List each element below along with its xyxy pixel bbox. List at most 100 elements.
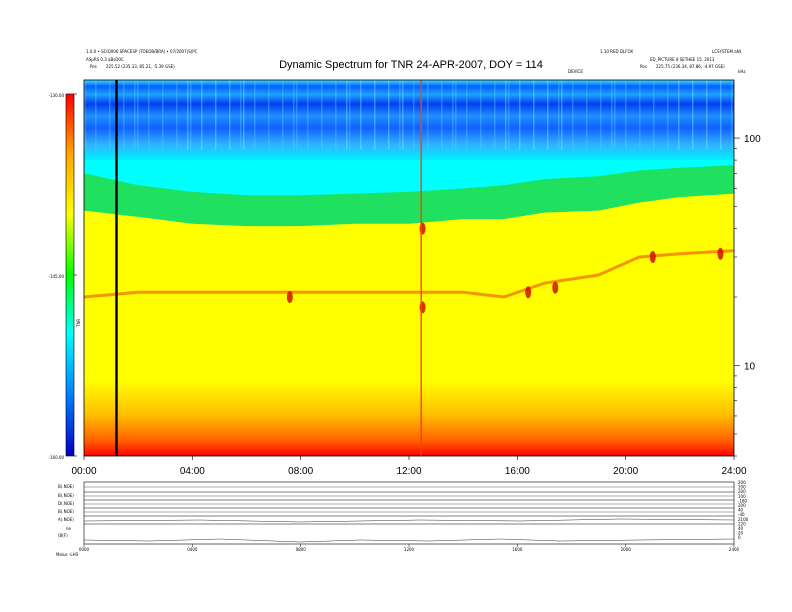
streak xyxy=(720,80,722,150)
streak xyxy=(349,80,351,150)
streak xyxy=(519,80,521,150)
streak xyxy=(653,80,655,150)
red-blob xyxy=(717,247,724,260)
streak xyxy=(388,80,390,150)
streak xyxy=(586,80,588,150)
red-blob xyxy=(286,291,293,304)
streak xyxy=(508,80,510,150)
streak xyxy=(187,80,189,150)
streak xyxy=(360,80,362,150)
header-info-line-1: 1.0.0 • SCIQ006 SPACESP (TOEOB/BRA) • 07… xyxy=(86,49,198,54)
high-frequency-streaks xyxy=(84,80,733,150)
sub-x-tick-label: 2400 xyxy=(729,547,740,552)
y-tick-label: 10 xyxy=(744,361,756,372)
colorbar-tick-label: -130.00 xyxy=(49,93,65,98)
red-blob xyxy=(419,222,426,235)
streak xyxy=(293,80,295,150)
red-blob xyxy=(419,301,426,314)
streak xyxy=(123,80,125,150)
low-frequency-band xyxy=(84,380,734,456)
streak xyxy=(335,80,337,150)
streak xyxy=(533,80,535,150)
streak xyxy=(547,80,549,150)
streak xyxy=(399,80,401,150)
streak xyxy=(558,80,560,150)
colorbar-unit-label: TNR xyxy=(76,319,81,328)
streak xyxy=(692,80,694,150)
header-device-label: DEVICE xyxy=(568,69,583,74)
streak xyxy=(190,80,192,150)
sub-x-tick-label: 1600 xyxy=(512,547,523,552)
frequency-unit-label: kHz xyxy=(738,69,745,74)
streak xyxy=(109,80,111,150)
sub-panel-right-label: -40 xyxy=(738,512,745,517)
header-right-line-2: ED_PICTURE 8 SETHEE 15, 2013 xyxy=(650,57,715,62)
sub-panel-right-label: 200 xyxy=(738,503,746,508)
streak xyxy=(639,80,641,150)
colorbar-tick-label: -160.00 xyxy=(49,455,65,460)
streak xyxy=(201,80,203,150)
streak xyxy=(466,80,468,150)
red-blob xyxy=(525,286,532,299)
streak xyxy=(561,80,563,150)
streak xyxy=(455,80,457,150)
streak xyxy=(614,80,616,150)
streak xyxy=(706,80,708,150)
x-tick-label: 16:00 xyxy=(505,466,530,477)
sub-x-tick-label: 0800 xyxy=(296,547,307,552)
x-tick-label: 04:00 xyxy=(180,466,205,477)
streak xyxy=(427,80,429,150)
sub-panel-label: B(.NOE) xyxy=(58,509,74,514)
header-right-line-1b: LCSYSTEM aNI xyxy=(712,49,741,54)
streak xyxy=(176,80,178,150)
sub-panel-label: B(.NOE) xyxy=(58,493,74,498)
sub-panel-right-label: -180 xyxy=(738,498,748,503)
streak xyxy=(625,80,627,150)
streak xyxy=(452,80,454,150)
sub-panel-right-label: 20 xyxy=(738,531,744,536)
streak xyxy=(137,80,139,150)
red-blob xyxy=(649,250,656,263)
x-tick-label: 20:00 xyxy=(613,466,638,477)
streak xyxy=(243,80,245,150)
high-frequency-band xyxy=(84,80,734,160)
streak xyxy=(346,80,348,150)
streak xyxy=(678,80,680,150)
emission-ridge xyxy=(84,249,734,299)
sub-panel-label: B(.NOE) xyxy=(58,484,74,489)
sub-panel-label: D(.NOE) xyxy=(58,501,75,506)
streak xyxy=(480,80,482,150)
streak xyxy=(611,80,613,150)
sub-panel-label: A(.NOE) xyxy=(58,517,74,522)
sub-panel-right-label: 40 xyxy=(738,526,744,531)
x-tick-label: 12:00 xyxy=(396,466,421,477)
header-right-pos-value: 225.75 (236.34, 87.86, -4.97 GSE) xyxy=(656,64,725,69)
streak xyxy=(402,80,404,150)
streak xyxy=(413,80,415,150)
streak xyxy=(84,80,86,150)
header-left-pos-value: 225.52 (235.33, 85.21, -5.39 GSE) xyxy=(106,64,175,69)
colorbar xyxy=(65,93,75,457)
sub-panel-label: (B(F) xyxy=(58,533,68,538)
sub-panel-x-axis: 0000 0400 0800 1200 1600 2000 2400 xyxy=(79,544,740,552)
sub-panel-right-label: 100 xyxy=(738,494,746,499)
bottom-left-label: Meius -LHS xyxy=(56,552,79,557)
y-tick-label: 100 xyxy=(744,134,761,145)
sub-panel-right-label: 100 xyxy=(738,485,746,490)
sub-panel-right-label: 2100 xyxy=(738,517,749,522)
streak xyxy=(321,80,323,150)
streak xyxy=(215,80,217,150)
x-tick-label: 24:00 xyxy=(721,466,746,477)
header-left-pos-label: Pos xyxy=(90,64,97,69)
spectrogram xyxy=(84,80,734,456)
sub-panel-right-label: 40 xyxy=(738,508,744,513)
streak xyxy=(134,80,136,150)
x-axis: 00:00 04:00 08:00 12:00 16:00 20:00 24:00 xyxy=(71,456,747,477)
sub-panels: B(.NOE) B(.NOE) D(.NOE) B(.NOE) A(.NOE) … xyxy=(56,480,749,557)
streak xyxy=(307,80,309,150)
sub-x-tick-label: 0400 xyxy=(187,547,198,552)
header-right-line-1: 1.10 RED DLFOX xyxy=(600,49,633,54)
sub-x-tick-label: 2000 xyxy=(621,547,632,552)
